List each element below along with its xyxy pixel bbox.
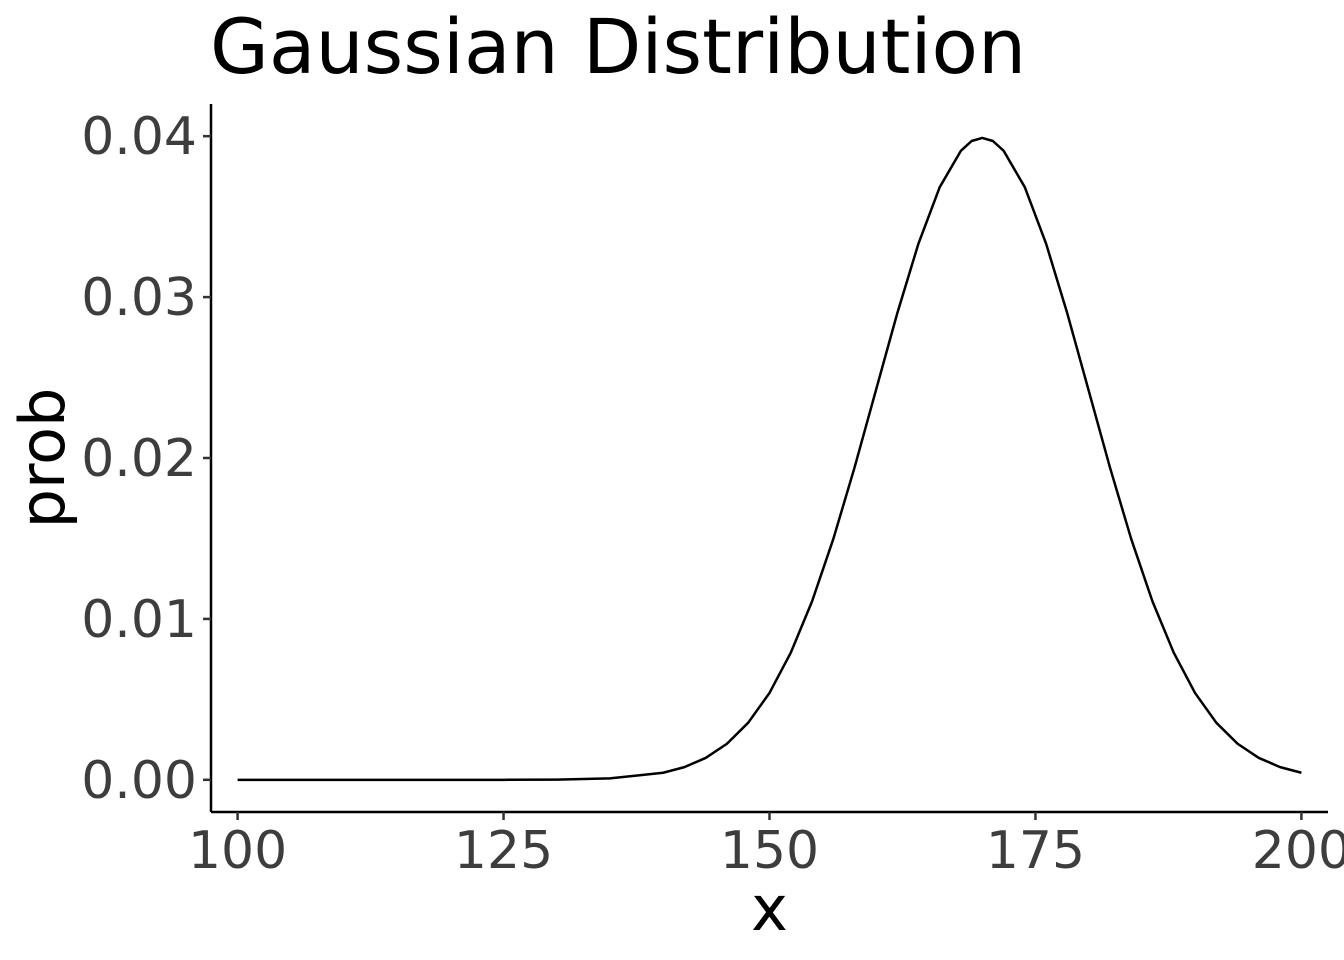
y-tick-label: 0.02 (81, 429, 197, 489)
x-axis-title: x (751, 872, 788, 945)
y-tick-label: 0.03 (81, 268, 197, 328)
y-axis-title: prob (6, 388, 79, 529)
y-tick-label: 0.00 (81, 751, 197, 811)
x-tick-label: 150 (720, 821, 819, 881)
y-axis-ticks: 0.00 0.01 0.02 0.03 0.04 (81, 107, 211, 811)
x-axis-ticks: 100 125 150 175 200 (188, 812, 1344, 881)
chart-title: Gaussian Distribution (210, 2, 1027, 91)
plot-area (237, 136, 1302, 782)
y-tick-label: 0.04 (81, 107, 197, 167)
x-tick-label: 175 (986, 821, 1085, 881)
x-tick-label: 100 (188, 821, 287, 881)
y-tick-label: 0.01 (81, 590, 197, 650)
x-tick-label: 125 (454, 821, 553, 881)
series-line (237, 136, 1302, 782)
x-tick-label: 200 (1252, 821, 1344, 881)
